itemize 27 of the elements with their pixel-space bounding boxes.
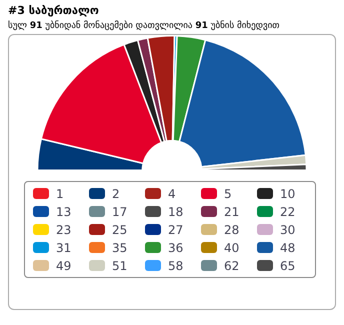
chart-title: #3 საბურთალო <box>8 4 100 17</box>
legend-label: 28 <box>224 222 240 236</box>
legend-label: 49 <box>56 258 72 272</box>
legend-label: 2 <box>112 186 120 200</box>
legend-label: 25 <box>112 222 128 236</box>
legend-label: 30 <box>280 222 296 236</box>
legend-label: 5 <box>224 186 232 200</box>
legend-label: 13 <box>56 204 72 218</box>
legend-label: 18 <box>168 204 184 218</box>
legend-label: 1 <box>56 186 64 200</box>
legend-label: 27 <box>168 222 184 236</box>
legend-label: 36 <box>168 240 184 254</box>
legend-label: 48 <box>280 240 296 254</box>
legend-label: 62 <box>224 258 240 272</box>
legend-label: 58 <box>168 258 184 272</box>
legend-label: 35 <box>112 240 128 254</box>
legend-label: 65 <box>280 258 296 272</box>
legend-label: 51 <box>112 258 128 272</box>
legend-label: 21 <box>224 204 240 218</box>
legend-label: 40 <box>224 240 240 254</box>
legend-label: 4 <box>168 186 176 200</box>
legend-label: 10 <box>280 186 296 200</box>
legend-label: 17 <box>112 204 128 218</box>
legend-label: 23 <box>56 222 72 236</box>
chart-subtitle: სულ 91 უბნიდან მონაცემები დათვლილია 91 უბნის მიხედვით <box>8 21 280 31</box>
legend-label: 31 <box>56 240 72 254</box>
legend-label: 22 <box>280 204 296 218</box>
